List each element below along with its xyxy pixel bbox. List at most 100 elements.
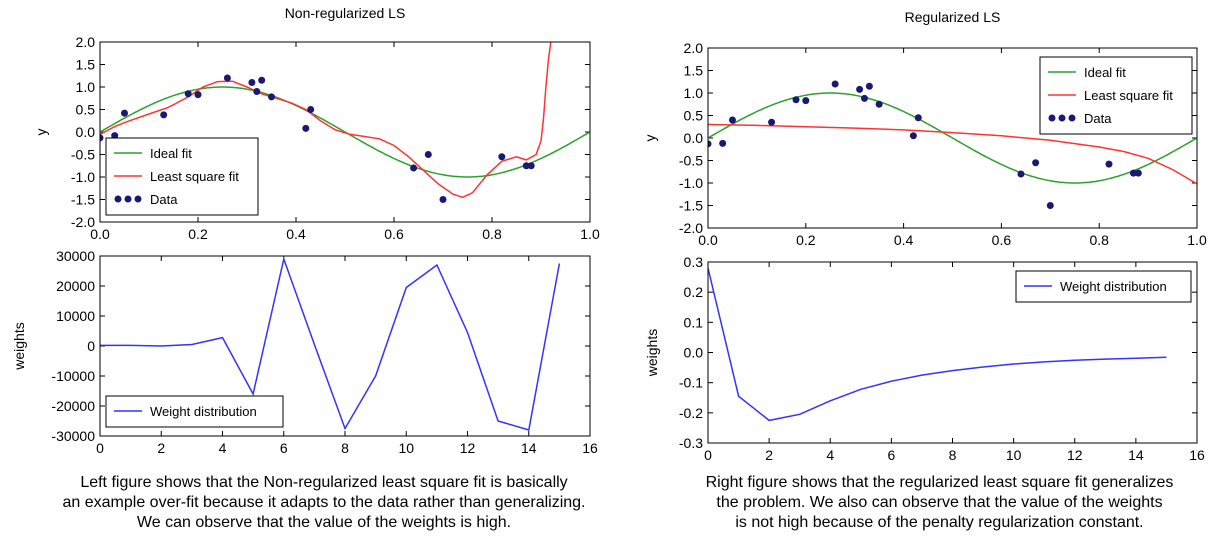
x-tick-label: 0.0 [698,232,718,248]
y-tick-label: 0.1 [684,314,704,330]
y-tick-label: 0.0 [684,345,704,361]
data-point [1129,169,1137,177]
data-point [223,74,231,82]
data-point [792,96,800,104]
x-tick-label: 0.6 [992,232,1012,248]
data-point [194,91,202,99]
y-tick-label: -0.2 [679,405,703,421]
legend-marker-data [1048,114,1056,122]
data-point [1105,160,1113,168]
legend-marker-data [1068,114,1076,122]
data-point [184,90,192,98]
data-point [1046,202,1054,209]
y-tick-label: 0.0 [684,130,704,146]
x-tick-label: 0.2 [188,226,208,242]
x-tick-label: 10 [398,440,414,456]
x-tick-label: 12 [1067,447,1083,463]
data-point [100,134,104,142]
data-point [121,109,128,117]
data-point [865,82,873,90]
y-tick-label: 1.5 [684,63,704,79]
legend: Weight distribution [1015,270,1192,303]
data-point [1032,159,1040,167]
data-point [498,153,506,161]
data-point [160,111,168,119]
x-tick-label: 0.6 [384,226,404,242]
y-tick-label: -1.5 [71,192,95,208]
y-tick-label: 20000 [56,278,95,294]
data-point [302,124,310,132]
y-tick-label: -1.5 [679,198,703,214]
x-tick-label: 0.4 [894,232,914,248]
x-tick-label: 0.0 [90,226,110,242]
data-point [248,79,256,86]
data-point [768,118,776,126]
y-tick-label: 10000 [56,308,95,324]
plot-area [708,267,1167,422]
y-tick-label: -1.0 [679,175,703,191]
plot-frame [99,41,591,223]
legend-marker-data [1058,114,1066,122]
y-axis-label: y [33,129,49,136]
x-tick-label: 2 [157,440,165,456]
y-tick-label: 0.0 [76,124,96,140]
legend-label-data: Data [1084,111,1112,126]
x-tick-label: 1.0 [580,226,600,242]
data-point [1134,169,1142,177]
chart-title: Regularized LS [905,9,1001,25]
x-tick-label: 0.8 [1089,232,1109,248]
legend: Weight distribution [105,395,284,428]
y-tick-label: -30000 [51,428,95,444]
data-point [875,100,883,108]
x-tick-label: 2 [765,447,773,463]
data-point [410,164,418,172]
x-tick-label: 16 [1189,447,1205,463]
x-tick-label: 8 [949,447,957,463]
y-tick-label: 0.3 [684,254,704,270]
data-point [728,116,736,124]
data-point [860,94,868,102]
x-tick-label: 4 [219,440,227,456]
x-tick-label: 14 [1128,447,1144,463]
y-tick-label: 2.0 [684,40,704,56]
caption-left-line-1: Left figure shows that the Non-regulariz… [80,474,568,491]
chart-tl: Non-regularized LS y 0.0 0.2 0.4 0.6 0.8 1.0 -2.… [33,5,600,242]
data-point [802,97,810,105]
y-tick-label: -10000 [51,368,95,384]
caption-right-line-2: the problem. We also can observe that th… [716,494,1163,511]
y-axis-label: weights [11,322,27,370]
legend: Ideal fit Least square fit Data [105,137,259,216]
legend-label-least-square-fit: Least square fit [1084,88,1173,103]
y-tick-label: -2.0 [71,214,95,230]
series-line-ideal-fit [100,86,590,178]
y-tick-label: -0.5 [679,153,703,169]
data-point [719,139,727,147]
y-tick-label: 0.2 [684,284,704,300]
chart-bl: weights 0 2 4 6 8 10 12 14 16 -30000 -20000 -10000 0 1… [11,248,598,456]
legend: Ideal fit Least square fit Data [1039,56,1193,135]
data-point [268,93,275,101]
x-tick-label: 0 [96,440,104,456]
x-tick-label: 1.0 [1187,232,1207,248]
y-tick-label: -1.0 [71,169,95,185]
series-line-weight-distribution [708,267,1167,422]
legend-label-data: Data [150,192,178,207]
y-tick-label: -0.1 [679,375,703,391]
x-tick-label: 0.8 [482,226,502,242]
y-axis-label: weights [644,329,660,377]
plot-area [100,256,561,431]
caption-right: Right figure shows that the regularized … [648,473,1231,533]
series-line-weight-distribution [100,256,561,431]
y-axis-label: y [642,135,658,142]
data-point [258,76,266,84]
data-point [424,151,432,158]
data-point [914,114,922,122]
y-tick-label: 0.5 [76,102,96,118]
caption-right-line-3: is not high because of the penalty regul… [735,514,1144,531]
legend-label-ideal-fit: Ideal fit [1084,65,1126,80]
plot-frame [99,255,591,437]
x-tick-label: 0.2 [796,232,816,248]
chart-title: Non-regularized LS [285,5,406,21]
y-tick-label: 1.5 [76,57,96,73]
